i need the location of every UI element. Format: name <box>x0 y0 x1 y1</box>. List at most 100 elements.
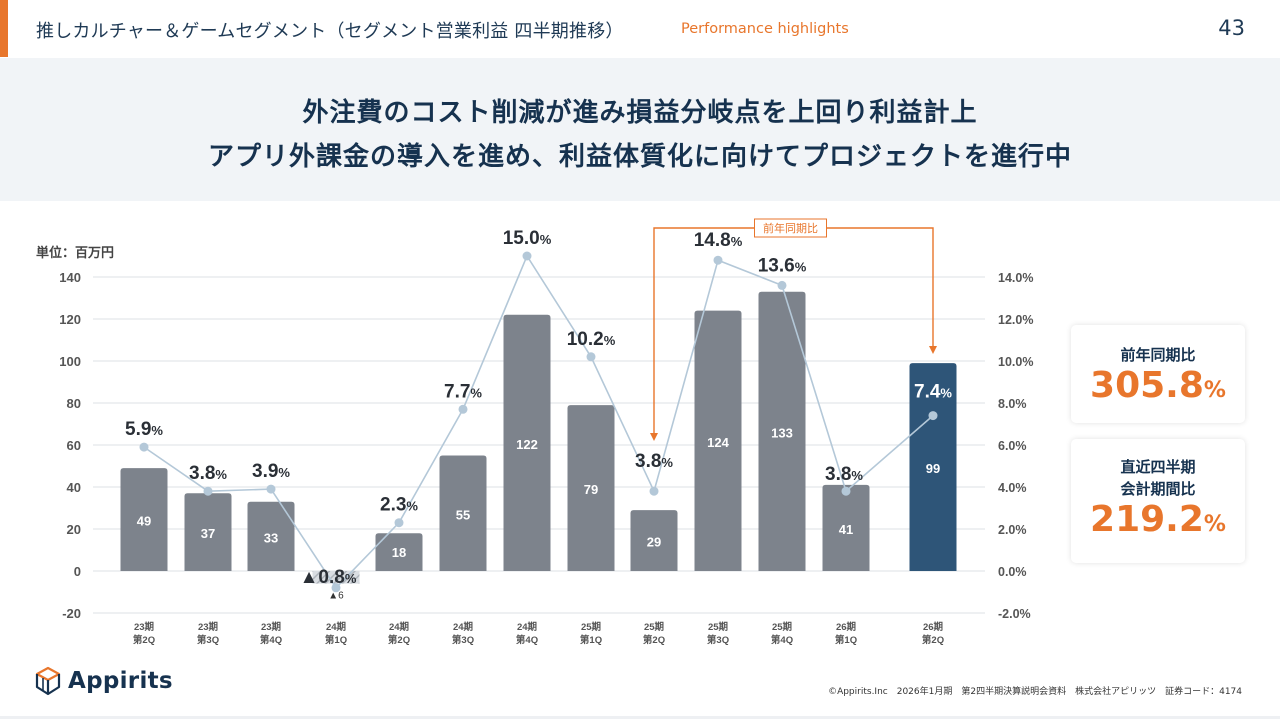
percent-sign: % <box>940 386 952 401</box>
x-tick-label-period: 24期 <box>453 621 473 633</box>
company-logo: Appirits <box>34 666 173 696</box>
percent-sign: % <box>661 455 673 470</box>
margin-value-label: 13.6% <box>758 255 807 276</box>
margin-value: 10.2 <box>567 329 604 350</box>
x-tick-label-quarter: 第1Q <box>325 634 347 646</box>
margin-value: 3.9 <box>252 461 278 482</box>
margin-value: 2.3 <box>380 495 406 516</box>
margin-value-label: 5.9% <box>125 419 163 440</box>
bar-value-label: 122 <box>516 437 538 452</box>
x-tick-label-period: 23期 <box>134 621 154 633</box>
kpi-card-qoq: 直近四半期 会計期間比 219.2% <box>1071 439 1245 563</box>
percent-sign: % <box>851 468 863 483</box>
page-number: 43 <box>1218 16 1245 40</box>
percent-sign: % <box>470 385 482 400</box>
y-left-tick-label: 40 <box>67 480 81 495</box>
margin-point <box>649 486 659 496</box>
x-tick-label-period: 23期 <box>261 621 281 633</box>
percent-sign: % <box>795 259 807 274</box>
unit-label: 単位：百万円 <box>36 246 115 261</box>
y-right-tick-label: -2.0% <box>998 607 1031 621</box>
margin-point <box>458 404 468 414</box>
y-left-tick-label: 120 <box>59 312 81 327</box>
margin-value-label: 7.7% <box>444 381 482 402</box>
margin-value: 14.8 <box>694 230 731 251</box>
bar <box>120 468 168 571</box>
bar-value-label: 79 <box>584 482 598 497</box>
margin-point <box>394 518 404 528</box>
margin-value-label: 2.3% <box>380 495 418 516</box>
margin-value: 3.8 <box>635 451 661 472</box>
bar-value-label: 29 <box>647 535 661 550</box>
bar <box>247 501 295 571</box>
headline-line-2: アプリ外課金の導入を進め、利益体質化に向けてプロジェクトを進行中 <box>207 142 1072 172</box>
y-right-tick-label: 4.0% <box>998 481 1027 495</box>
bar <box>909 363 957 571</box>
x-tick-label-quarter: 第4Q <box>771 634 793 646</box>
margin-value: 3.8 <box>189 463 215 484</box>
bar-value-label: 37 <box>201 526 215 541</box>
margin-value: ▲0.8 <box>300 567 345 588</box>
y-left-tick-label: 100 <box>59 354 81 369</box>
x-tick-label-period: 24期 <box>326 621 346 633</box>
x-tick-label-quarter: 第3Q <box>197 634 219 646</box>
x-tick-label-quarter: 第2Q <box>133 634 155 646</box>
kpi-label-line-1: 直近四半期 <box>1120 458 1196 476</box>
x-tick-label-quarter: 第3Q <box>452 634 474 646</box>
margin-point <box>203 486 213 496</box>
margin-point <box>841 486 851 496</box>
x-tick-label-quarter: 第2Q <box>388 634 410 646</box>
kpi-value-number: 305.8 <box>1090 365 1204 406</box>
annotation-label: 前年同期比 <box>763 221 818 235</box>
bar <box>822 484 870 571</box>
x-tick-label-period: 24期 <box>389 621 409 633</box>
y-left-tick-label: 140 <box>59 270 81 285</box>
x-tick-label-period: 26期 <box>923 621 943 633</box>
percent-sign: % <box>151 423 163 438</box>
x-tick-label-quarter: 第4Q <box>516 634 538 646</box>
bar-value-label: ▲6 <box>328 591 344 602</box>
bar-value-label: 99 <box>926 461 940 476</box>
headline-line-1: 外注費のコスト削減が進み損益分岐点を上回り利益計上 <box>302 98 978 128</box>
margin-value: 7.7 <box>444 381 470 402</box>
y-right-tick-label: 0.0% <box>998 565 1027 579</box>
percent-sign: % <box>215 467 227 482</box>
headline-banner <box>0 58 1280 201</box>
y-right-tick-label: 2.0% <box>998 523 1027 537</box>
margin-value: 5.9 <box>125 419 151 440</box>
margin-value: 3.8 <box>825 464 851 485</box>
margin-value-label: 15.0% <box>503 228 552 249</box>
annotation-label-box <box>754 218 827 238</box>
x-tick-label-period: 25期 <box>581 621 601 633</box>
margin-value-label: 3.8% <box>635 451 673 472</box>
margin-point <box>522 251 532 261</box>
margin-point <box>713 255 723 265</box>
percent-sign: % <box>540 232 552 247</box>
kpi-label: 前年同期比 <box>1120 346 1196 364</box>
footer-copyright: ©Appirits.Inc 2026年1月期 第2四半期決算説明会資料 株式会社… <box>828 687 1242 697</box>
bar <box>184 493 232 571</box>
x-tick-label-period: 25期 <box>772 621 792 633</box>
margin-point <box>777 280 787 290</box>
margin-value-label: 3.8% <box>825 464 863 485</box>
cube-logo-icon <box>35 666 61 696</box>
slide-header: 推しカルチャー＆ゲームセグメント（セグメント営業利益 四半期推移） Perfor… <box>0 0 1280 58</box>
bar-value-label: 18 <box>392 545 406 560</box>
margin-value: 13.6 <box>758 255 795 276</box>
percent-sign: % <box>604 333 616 348</box>
bar <box>375 533 423 571</box>
kpi-value-number: 219.2 <box>1090 499 1204 540</box>
y-right-tick-label: 12.0% <box>998 313 1033 327</box>
y-left-tick-label: 0 <box>74 564 81 579</box>
x-tick-label-quarter: 第2Q <box>643 634 665 646</box>
bar <box>694 310 742 571</box>
percent-sign: % <box>278 465 290 480</box>
kpi-value: 219.2% <box>1071 500 1245 545</box>
logo-text: Appirits <box>68 668 173 694</box>
bar-value-label: 133 <box>771 425 793 440</box>
annotation-arrowhead <box>650 433 658 441</box>
bar-value-label: 33 <box>264 530 278 545</box>
x-tick-label-quarter: 第2Q <box>922 634 944 646</box>
annotation-arrowhead <box>929 346 937 354</box>
